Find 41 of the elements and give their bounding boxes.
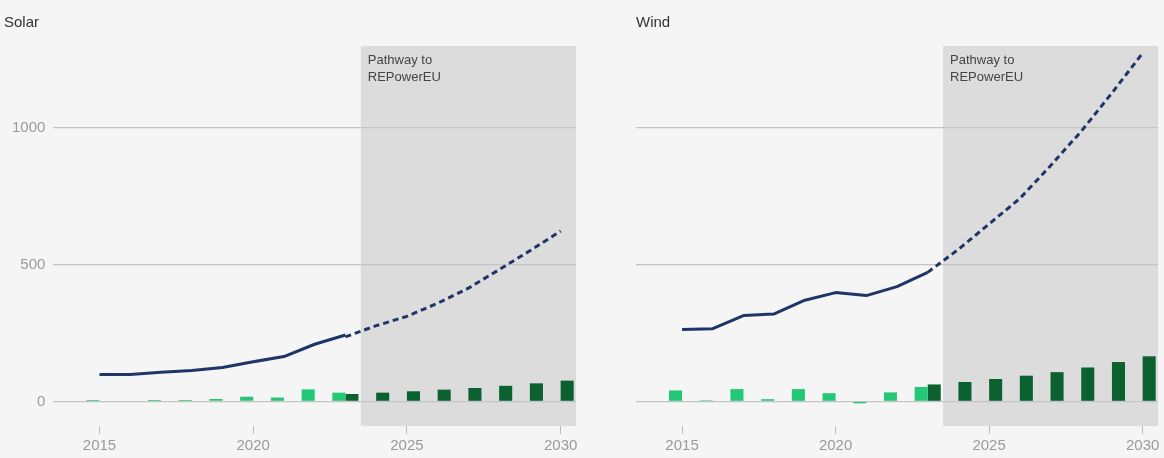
bar	[270, 397, 284, 401]
bar	[989, 378, 1003, 401]
x-tick-label: 2030	[1125, 436, 1160, 454]
bar	[1142, 356, 1156, 401]
bar	[529, 383, 543, 401]
bar	[730, 389, 744, 401]
bar	[914, 386, 928, 401]
bar	[1050, 372, 1064, 401]
bar	[301, 389, 315, 401]
bar	[927, 384, 941, 401]
bar	[669, 390, 683, 401]
bar	[1019, 375, 1033, 401]
chart-title: Wind	[636, 13, 671, 31]
bar	[822, 393, 836, 401]
bar	[376, 392, 390, 401]
bar	[1111, 362, 1125, 401]
bar	[332, 392, 346, 401]
bar	[468, 388, 482, 401]
bar	[958, 381, 972, 401]
band-label: Pathway to REPowerEU	[367, 52, 441, 85]
y-tick-label: 1000	[11, 118, 46, 136]
bar	[560, 380, 574, 401]
bar	[240, 396, 254, 401]
x-tick-label: 2025	[972, 436, 1006, 454]
chart-title: Solar	[4, 13, 40, 31]
x-tick-label: 2015	[82, 436, 117, 454]
bar	[883, 392, 897, 401]
x-tick-label: 2030	[543, 436, 578, 454]
bar	[499, 385, 513, 401]
bar	[437, 389, 451, 401]
x-tick-label: 2020	[236, 436, 270, 454]
x-tick-label: 2020	[818, 436, 853, 454]
band-label: Pathway to REPowerEU	[950, 52, 1024, 85]
y-tick-label: 0	[37, 391, 46, 409]
x-tick-label: 2015	[665, 436, 699, 454]
y-tick-label: 500	[20, 254, 46, 272]
bar	[345, 394, 359, 401]
bar	[1081, 367, 1095, 401]
bar	[791, 389, 805, 401]
bar	[406, 391, 420, 401]
x-tick-label: 2025	[390, 436, 424, 454]
